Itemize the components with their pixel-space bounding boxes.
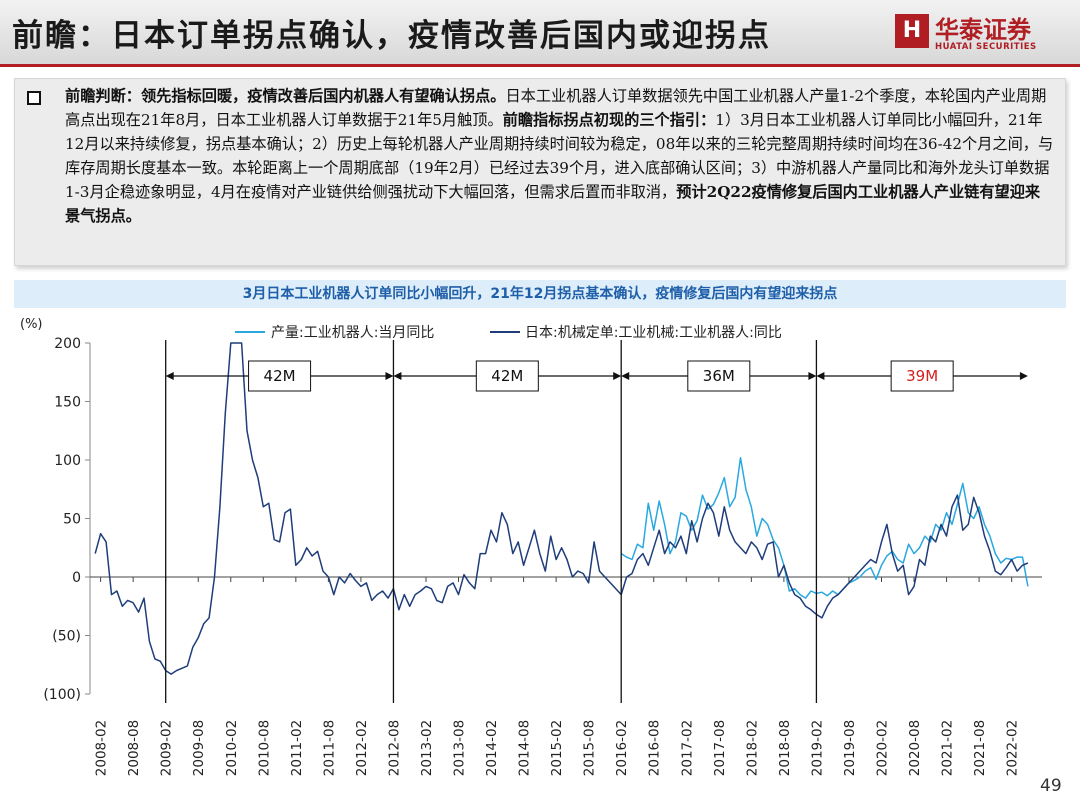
header-divider bbox=[0, 64, 1080, 67]
summary-conclusion: 预计2Q22疫情修复后国内工业机器人产业链有望迎来景气拐点。 bbox=[65, 183, 1041, 225]
x-tick-label: 2015-02 bbox=[549, 720, 565, 776]
y-tick-label: (100) bbox=[43, 687, 81, 703]
x-tick-label: 2010-02 bbox=[224, 720, 240, 776]
x-tick-label: 2019-02 bbox=[809, 720, 825, 776]
summary-box: 前瞻判断：领先指标回暖，疫情改善后国内机器人有望确认拐点。日本工业机器人订单数据… bbox=[14, 78, 1066, 266]
x-tick-label: 2020-08 bbox=[907, 720, 923, 776]
cycle-label-box bbox=[475, 360, 539, 392]
x-tick-label: 2011-08 bbox=[321, 720, 337, 776]
cycle-arrow-head-right bbox=[1019, 372, 1028, 380]
cycle-duration-label: 39M bbox=[906, 367, 938, 385]
production-series-line bbox=[620, 456, 1029, 599]
y-tick-label: (50) bbox=[52, 629, 81, 645]
y-tick-label: 200 bbox=[54, 336, 81, 352]
x-tick-label: 2011-02 bbox=[289, 720, 305, 776]
x-tick-label: 2012-08 bbox=[386, 720, 402, 776]
logo-mark-icon: H bbox=[895, 14, 929, 48]
x-tick-label: 2022-02 bbox=[1005, 720, 1021, 776]
y-tick-label: 100 bbox=[54, 453, 81, 469]
x-tick-label: 2018-08 bbox=[777, 720, 793, 776]
x-tick-label: 2021-08 bbox=[972, 720, 988, 776]
cycle-arrow-head-left bbox=[393, 372, 402, 380]
page-number: 49 bbox=[1040, 776, 1062, 796]
y-tick-label: 0 bbox=[72, 570, 81, 586]
x-tick-label: 2021-02 bbox=[940, 720, 956, 776]
slide-title: 前瞻：日本订单拐点确认，疫情改善后国内或迎拐点 bbox=[12, 18, 771, 54]
summary-points: 1）3月日本工业机器人订单同比小幅回升，21年12月以来持续修复，拐点基本确认；… bbox=[65, 111, 1054, 201]
cycle-label-box bbox=[687, 360, 751, 392]
cycle-duration-label: 42M bbox=[264, 367, 296, 385]
chart-title-banner: 3月日本工业机器人订单同比小幅回升，21年12月拐点基本确认，疫情修复后国内有望… bbox=[14, 280, 1066, 308]
x-tick-label: 2008-02 bbox=[94, 720, 110, 776]
x-tick-label: 2009-08 bbox=[191, 720, 207, 776]
logo-subtitle: HUATAI SECURITIES bbox=[935, 42, 1037, 52]
slide-header: 前瞻：日本订单拐点确认，疫情改善后国内或迎拐点 H 华泰证券 HUATAI SE… bbox=[0, 0, 1080, 64]
x-tick-label: 2013-08 bbox=[452, 720, 468, 776]
cycle-duration-label: 36M bbox=[703, 367, 735, 385]
summary-text: 前瞻判断：领先指标回暖，疫情改善后国内机器人有望确认拐点。日本工业机器人订单数据… bbox=[65, 84, 1055, 228]
x-tick-label: 2013-02 bbox=[419, 720, 435, 776]
cycle-arrow-head-left bbox=[165, 372, 174, 380]
x-tick-label: 2017-02 bbox=[679, 720, 695, 776]
cycle-label-box bbox=[248, 360, 312, 392]
logo-name: 华泰证券 bbox=[935, 16, 1031, 44]
x-tick-label: 2017-08 bbox=[712, 720, 728, 776]
x-tick-label: 2010-08 bbox=[256, 720, 272, 776]
line-chart: (%) 200 150 100 50 0 (50) (100) 2008-02 2008-08 20… bbox=[20, 317, 1042, 776]
x-tick-label: 2014-08 bbox=[517, 720, 533, 776]
cycle-arrow-head-left bbox=[816, 372, 825, 380]
x-tick-label: 2019-08 bbox=[842, 720, 858, 776]
x-tick-label: 2012-02 bbox=[354, 720, 370, 776]
x-tick-label: 2008-08 bbox=[126, 720, 142, 776]
orders-series-line bbox=[94, 342, 1029, 675]
y-tick-label: 50 bbox=[63, 512, 81, 528]
x-tick-label: 2009-02 bbox=[159, 720, 175, 776]
summary-emphasis: 前瞻指标拐点初现的三个指引： bbox=[502, 111, 716, 129]
y-tick-label: 150 bbox=[54, 395, 81, 411]
cycle-label-box bbox=[890, 360, 954, 392]
x-tick-label: 2020-02 bbox=[874, 720, 890, 776]
cycle-arrow-head-right bbox=[808, 372, 817, 380]
bullet-square-icon bbox=[27, 91, 41, 105]
x-tick-label: 2014-02 bbox=[484, 720, 500, 776]
cycle-duration-label: 42M bbox=[491, 367, 523, 385]
cycle-arrow-head-right bbox=[613, 372, 622, 380]
cycle-arrow-head-left bbox=[621, 372, 630, 380]
cycle-arrow-head-right bbox=[385, 372, 394, 380]
summary-body: 日本工业机器人订单数据领先中国工业机器人产量1-2个季度，本轮国内产业周期高点出… bbox=[65, 87, 1047, 129]
x-tick-label: 2015-08 bbox=[582, 720, 598, 776]
y-axis-unit: (%) bbox=[20, 317, 43, 332]
legend-production-label: 产量:工业机器人:当月同比 bbox=[271, 325, 434, 341]
company-logo: H 华泰证券 HUATAI SECURITIES bbox=[895, 8, 1065, 58]
x-tick-label: 2016-08 bbox=[647, 720, 663, 776]
summary-lead: 前瞻判断：领先指标回暖，疫情改善后国内机器人有望确认拐点。 bbox=[65, 87, 506, 105]
x-tick-label: 2018-02 bbox=[744, 720, 760, 776]
legend-orders-label: 日本:机械定单:工业机械:工业机器人:同比 bbox=[525, 325, 782, 341]
x-tick-label: 2016-02 bbox=[614, 720, 630, 776]
